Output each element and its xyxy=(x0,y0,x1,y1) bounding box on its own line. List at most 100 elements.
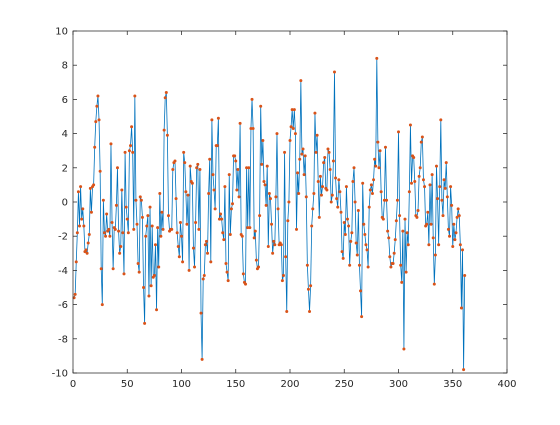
data-point xyxy=(165,133,169,137)
data-point xyxy=(225,270,229,274)
data-point xyxy=(158,191,162,195)
data-point xyxy=(87,232,91,236)
data-point xyxy=(296,171,300,175)
data-point xyxy=(300,152,304,156)
data-point xyxy=(353,200,357,204)
data-point xyxy=(321,185,325,189)
data-point xyxy=(184,190,188,194)
data-point xyxy=(136,262,140,266)
data-point xyxy=(140,215,144,219)
data-point xyxy=(439,118,443,122)
data-point xyxy=(124,205,128,209)
data-point xyxy=(99,267,103,271)
data-point xyxy=(258,214,262,218)
data-point xyxy=(139,198,143,202)
data-point xyxy=(385,198,389,202)
data-point xyxy=(405,231,409,235)
data-point xyxy=(208,157,212,161)
data-point xyxy=(457,214,461,218)
data-point xyxy=(291,126,295,130)
data-point xyxy=(362,222,366,226)
data-point xyxy=(402,347,406,351)
y-tick-label: -8 xyxy=(58,334,68,345)
data-point xyxy=(125,217,129,221)
y-tick-label: 8 xyxy=(62,61,68,72)
y-tick-label: -10 xyxy=(52,369,68,380)
data-point xyxy=(132,227,136,231)
data-point xyxy=(261,138,265,142)
data-point xyxy=(236,168,240,172)
data-point xyxy=(131,150,135,154)
data-point xyxy=(281,274,285,278)
data-point xyxy=(235,188,239,192)
data-point xyxy=(318,174,322,178)
data-point xyxy=(389,265,393,269)
data-point xyxy=(244,282,248,286)
data-point xyxy=(395,198,399,202)
data-point xyxy=(145,224,149,228)
data-point xyxy=(257,265,261,269)
data-point xyxy=(75,231,79,235)
x-axis: 0 50 100 150 200 250 300 350 400 xyxy=(70,31,517,390)
x-tick-label: 150 xyxy=(226,379,245,390)
data-point xyxy=(114,203,118,207)
data-point xyxy=(335,197,339,201)
data-point xyxy=(126,231,130,235)
data-point xyxy=(194,221,198,225)
data-point xyxy=(217,217,221,221)
data-point xyxy=(369,183,373,187)
data-point xyxy=(190,181,194,185)
data-point xyxy=(287,200,291,204)
data-point xyxy=(186,193,190,197)
data-point xyxy=(216,116,220,120)
data-point xyxy=(455,215,459,219)
data-point xyxy=(220,217,224,221)
data-point xyxy=(340,250,344,254)
data-point xyxy=(191,246,195,250)
data-point xyxy=(391,262,395,266)
data-point xyxy=(419,140,423,144)
data-point xyxy=(356,209,360,213)
data-point xyxy=(227,173,231,177)
data-point xyxy=(379,190,383,194)
data-point xyxy=(365,248,369,252)
data-point xyxy=(322,161,326,165)
data-point xyxy=(347,224,351,228)
data-point xyxy=(302,173,306,177)
data-point xyxy=(259,104,263,108)
data-point xyxy=(127,149,131,153)
data-point xyxy=(348,263,352,267)
data-point xyxy=(454,231,458,235)
data-point xyxy=(428,183,432,187)
data-point xyxy=(368,188,372,192)
data-point xyxy=(323,156,327,160)
data-point xyxy=(378,149,382,153)
data-point xyxy=(193,265,197,269)
data-point xyxy=(352,166,356,170)
marker-layer xyxy=(72,56,467,372)
data-point xyxy=(109,142,113,146)
data-point xyxy=(351,179,355,183)
data-point xyxy=(163,96,167,100)
data-point xyxy=(315,133,319,137)
data-point xyxy=(88,186,92,190)
data-point xyxy=(241,272,245,276)
data-point xyxy=(288,138,292,142)
data-point xyxy=(271,251,275,255)
data-point xyxy=(85,251,89,255)
data-point xyxy=(377,166,381,170)
data-point xyxy=(264,203,268,207)
data-point xyxy=(213,207,217,211)
data-point xyxy=(311,207,315,211)
data-point xyxy=(372,178,376,182)
data-point xyxy=(197,227,201,231)
y-axis: -10 -8 -6 -4 -2 0 2 4 6 8 10 xyxy=(52,27,507,380)
data-point xyxy=(425,222,429,226)
data-point xyxy=(110,221,114,225)
data-point xyxy=(448,234,451,238)
data-point xyxy=(195,166,199,170)
data-point xyxy=(415,215,419,219)
data-point xyxy=(336,205,340,209)
data-point xyxy=(418,166,422,170)
